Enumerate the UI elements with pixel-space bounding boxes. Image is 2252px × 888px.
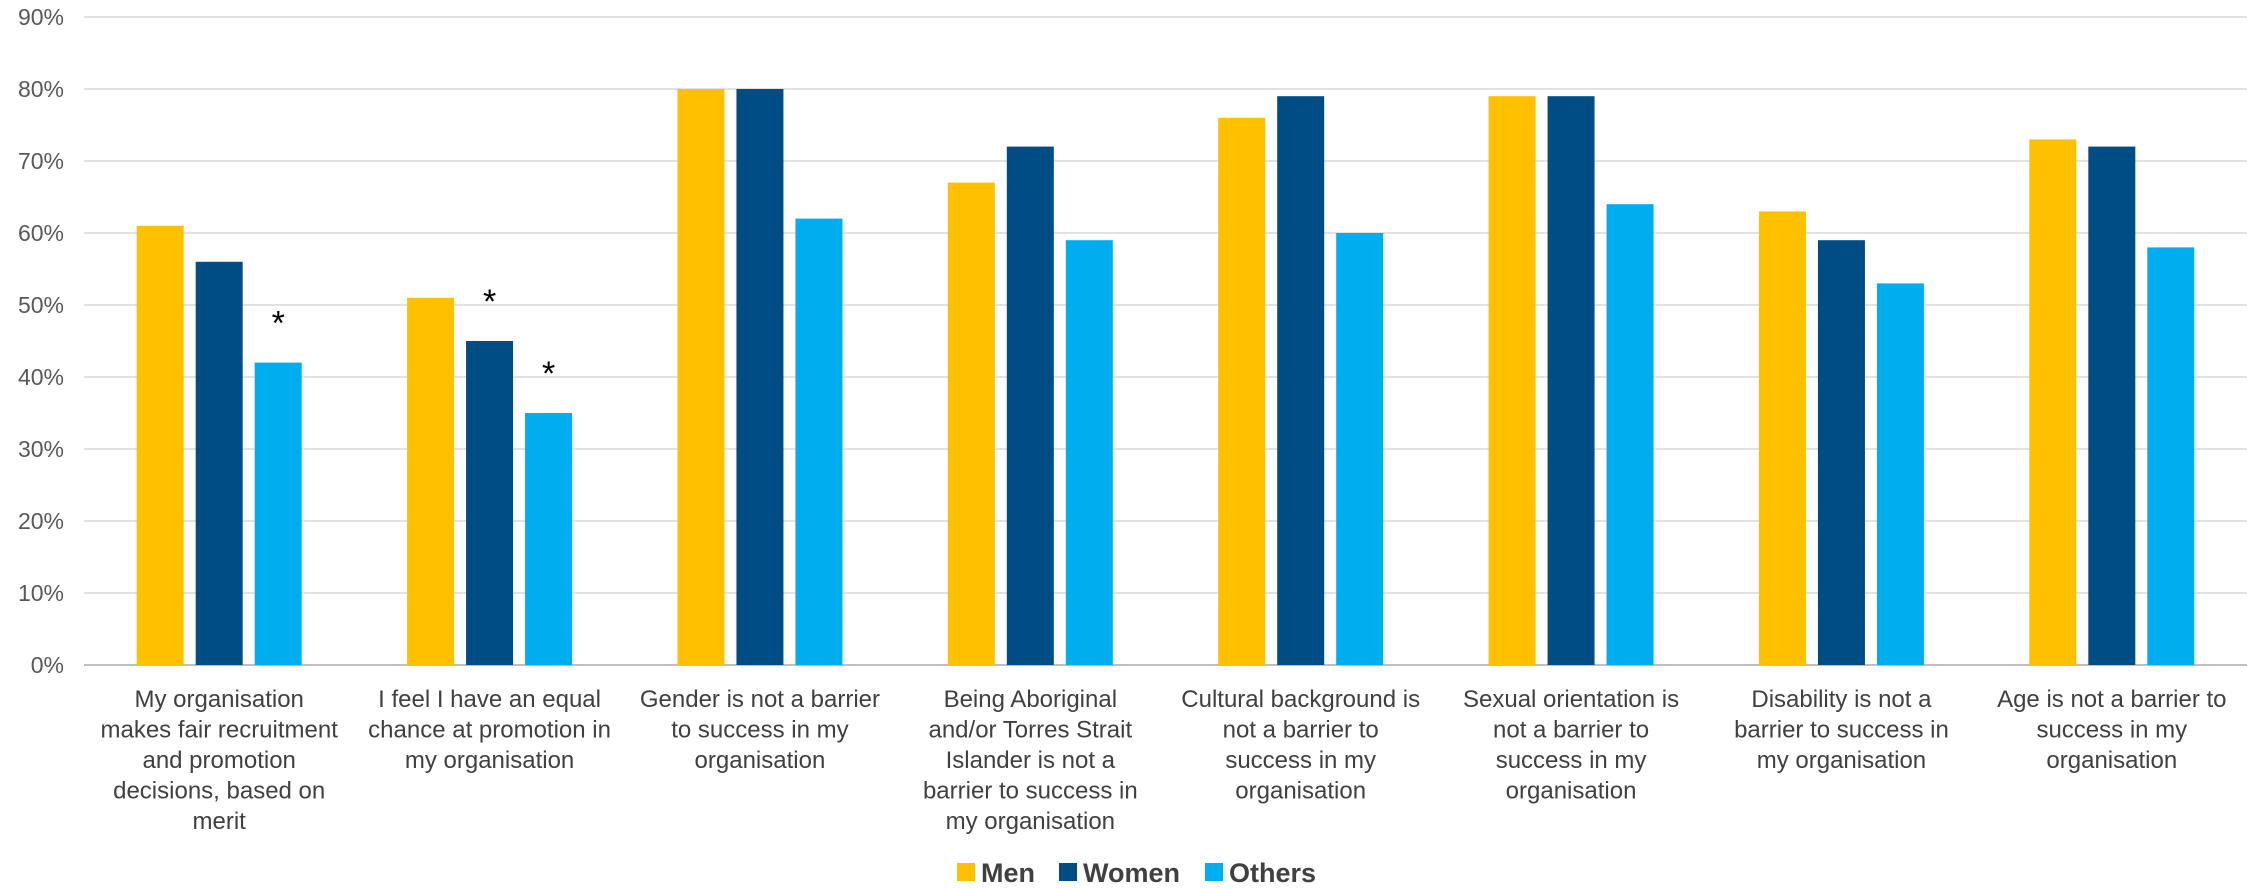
legend-swatch-men xyxy=(957,863,975,881)
bar-women-3 xyxy=(736,89,784,665)
bar-others-7 xyxy=(1876,283,1924,665)
bar-men-5 xyxy=(1218,117,1266,666)
x-axis: My organisation makes fair recruitment and… xyxy=(100,686,2226,835)
bar-others-4 xyxy=(1065,240,1113,665)
bar-others-5 xyxy=(1336,233,1384,665)
significance-asterisk: * xyxy=(542,355,555,393)
bar-men-2 xyxy=(407,297,455,665)
significance-asterisk: * xyxy=(483,283,496,321)
legend: Men Women Others xyxy=(957,858,1316,888)
bar-women-5 xyxy=(1277,96,1325,665)
bar-others-8 xyxy=(2147,247,2195,665)
x-tick-label: Sexual orientation is not a barrier to suc… xyxy=(1463,686,1679,805)
bar-others-6 xyxy=(1606,204,1654,665)
x-tick-label: I feel I have an equal chance at promotio… xyxy=(368,686,611,774)
y-axis: 0% 10% 20% 30% 40% 50% 60% 70% 80% 90% xyxy=(18,4,64,678)
legend-label-women: Women xyxy=(1083,858,1180,888)
y-tick-label: 90% xyxy=(18,4,64,30)
bar-men-4 xyxy=(947,182,995,665)
y-tick-label: 40% xyxy=(18,364,64,390)
bar-women-1 xyxy=(195,261,243,665)
x-tick-label: Age is not a barrier to success in my orga… xyxy=(1997,686,2226,774)
y-tick-label: 80% xyxy=(18,76,64,102)
y-tick-label: 20% xyxy=(18,508,64,534)
y-tick-label: 70% xyxy=(18,148,64,174)
x-tick-label: Being Aboriginal and/or Torres Strait Isla… xyxy=(923,686,1138,835)
bar-women-6 xyxy=(1547,96,1595,665)
bars xyxy=(136,89,2195,666)
bar-women-4 xyxy=(1006,146,1054,666)
bar-women-2 xyxy=(466,341,514,665)
x-tick-label: Cultural background is not a barrier to su… xyxy=(1181,686,1420,805)
y-tick-label: 50% xyxy=(18,292,64,318)
bar-others-2 xyxy=(525,413,573,665)
y-tick-label: 10% xyxy=(18,580,64,606)
bar-others-3 xyxy=(795,218,843,665)
bar-others-1 xyxy=(254,362,302,665)
legend-swatch-women xyxy=(1059,863,1077,881)
bar-men-3 xyxy=(677,89,725,665)
x-tick-label: Disability is not a barrier to success in… xyxy=(1734,686,1949,774)
legend-label-men: Men xyxy=(981,858,1035,888)
legend-label-others: Others xyxy=(1229,858,1316,888)
legend-swatch-others xyxy=(1205,863,1223,881)
y-tick-label: 60% xyxy=(18,220,64,246)
bar-men-6 xyxy=(1488,96,1536,665)
significance-asterisk: * xyxy=(272,305,285,343)
x-tick-label: My organisation makes fair recruitment and… xyxy=(100,686,338,835)
bar-men-1 xyxy=(136,225,184,666)
bar-women-7 xyxy=(1817,240,1865,665)
bar-women-8 xyxy=(2088,146,2136,666)
significance-markers: * * * xyxy=(272,283,556,393)
x-tick-label: Gender is not a barrier to success in my o… xyxy=(640,686,880,774)
bar-men-8 xyxy=(2029,139,2077,665)
y-tick-label: 30% xyxy=(18,436,64,462)
y-tick-label: 0% xyxy=(31,652,64,678)
bar-men-7 xyxy=(1758,211,1806,665)
